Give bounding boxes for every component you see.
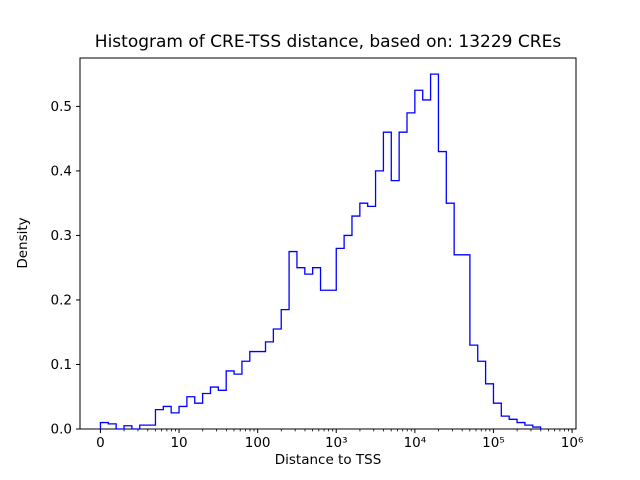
y-tick-label: 0.3 <box>51 228 72 244</box>
x-tick-label: 10⁶ <box>561 435 584 451</box>
x-tick-label: 10⁴ <box>404 435 427 451</box>
x-tick-label: 10 <box>170 435 187 451</box>
y-tick-label: 0.2 <box>51 292 72 308</box>
x-axis-label: Distance to TSS <box>275 452 382 468</box>
density-step-path <box>99 73 542 430</box>
y-tick-label: 0.1 <box>51 357 72 373</box>
x-tick-label: 100 <box>245 435 271 451</box>
histogram-step-line <box>99 73 542 430</box>
y-tick-label: 0.5 <box>51 99 72 115</box>
x-tick-label: 10³ <box>325 435 348 451</box>
x-tick-label: 10⁵ <box>482 435 505 451</box>
y-axis-label: Density <box>15 217 31 268</box>
plot-box <box>79 57 577 430</box>
y-tick-label: 0.0 <box>51 422 72 438</box>
y-tick-label: 0.4 <box>51 163 72 179</box>
chart-title: Histogram of CRE-TSS distance, based on:… <box>95 32 562 52</box>
axes: 0 10 100 10³ 10⁴ 10⁵ 10⁶ 0.0 0.1 0.2 0.3 0.4 0.5 <box>51 57 584 451</box>
x-tick-label: 0 <box>96 435 105 451</box>
